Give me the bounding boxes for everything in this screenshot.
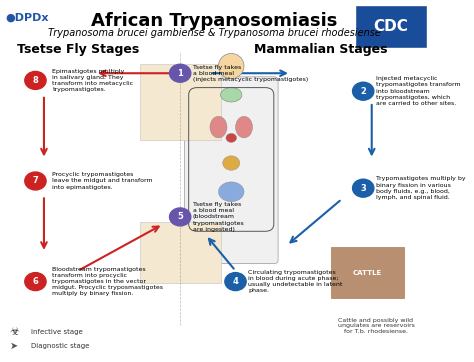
Text: African Trypanosomiasis: African Trypanosomiasis bbox=[91, 12, 337, 30]
Ellipse shape bbox=[223, 156, 240, 170]
Text: 7: 7 bbox=[33, 177, 38, 185]
FancyBboxPatch shape bbox=[140, 222, 220, 283]
Text: Tsetse Fly Stages: Tsetse Fly Stages bbox=[17, 43, 139, 56]
Text: Epimastigotes multiply
in salivary gland. They
transform into metacyclic
trypoma: Epimastigotes multiply in salivary gland… bbox=[53, 69, 134, 92]
Text: 2: 2 bbox=[360, 87, 366, 96]
FancyBboxPatch shape bbox=[140, 64, 220, 140]
Text: Injected metacyclic
trypomastigotes transform
into bloodstream
trypomastigotes, : Injected metacyclic trypomastigotes tran… bbox=[376, 76, 461, 106]
Ellipse shape bbox=[220, 88, 242, 102]
Text: ●DPDx: ●DPDx bbox=[6, 12, 49, 22]
Circle shape bbox=[225, 273, 246, 291]
FancyBboxPatch shape bbox=[331, 248, 404, 298]
Text: Tsetse fly takes
a blood meal
(injects metacyclic trypomastigotes): Tsetse fly takes a blood meal (injects m… bbox=[193, 64, 308, 82]
FancyBboxPatch shape bbox=[184, 77, 278, 264]
Text: Bloodstream trypomastigotes
transform into procyclic
trypomastigotes in the vect: Bloodstream trypomastigotes transform in… bbox=[53, 267, 164, 296]
Text: 8: 8 bbox=[33, 76, 38, 85]
Text: Tsetse fly takes
a blood meal
(bloodstream
trypomastigotes
are ingested): Tsetse fly takes a blood meal (bloodstre… bbox=[193, 202, 245, 232]
Ellipse shape bbox=[210, 116, 227, 138]
Ellipse shape bbox=[219, 54, 244, 79]
Circle shape bbox=[25, 273, 46, 291]
Text: 1: 1 bbox=[177, 69, 183, 78]
Text: Trypanosoma brucei gambiense & Trypanosoma brucei rhodesiense: Trypanosoma brucei gambiense & Trypanoso… bbox=[48, 28, 381, 38]
Text: ➤: ➤ bbox=[10, 341, 18, 351]
Ellipse shape bbox=[219, 182, 244, 202]
Text: Trypomastigotes multiply by
binary fission in various
body fluids, e.g., blood,
: Trypomastigotes multiply by binary fissi… bbox=[376, 176, 465, 200]
Text: Mammalian Stages: Mammalian Stages bbox=[254, 43, 387, 56]
Circle shape bbox=[25, 71, 46, 89]
Text: Cattle and possibly wild
ungulates are reservoirs
for T.b. rhodesiense.: Cattle and possibly wild ungulates are r… bbox=[337, 317, 414, 334]
Circle shape bbox=[170, 208, 191, 226]
Text: 6: 6 bbox=[33, 277, 38, 286]
Text: CATTLE: CATTLE bbox=[353, 270, 382, 275]
Text: 3: 3 bbox=[360, 184, 366, 193]
Text: Procyclic trypomastigotes
leave the midgut and transform
into epimastigotes.: Procyclic trypomastigotes leave the midg… bbox=[53, 172, 153, 190]
Circle shape bbox=[25, 172, 46, 190]
Circle shape bbox=[353, 82, 374, 100]
Text: ☣: ☣ bbox=[10, 327, 20, 337]
Ellipse shape bbox=[236, 116, 253, 138]
Text: Diagnostic stage: Diagnostic stage bbox=[31, 343, 90, 349]
Circle shape bbox=[170, 64, 191, 82]
Text: 5: 5 bbox=[177, 212, 183, 222]
FancyBboxPatch shape bbox=[355, 5, 427, 48]
Text: Infective stage: Infective stage bbox=[31, 329, 83, 335]
Text: 4: 4 bbox=[233, 277, 238, 286]
Text: Circulating trypomastigotes
in blood during acute phase;
usually undetectable in: Circulating trypomastigotes in blood dur… bbox=[248, 270, 343, 293]
Circle shape bbox=[353, 179, 374, 197]
Text: CDC: CDC bbox=[374, 19, 408, 34]
Ellipse shape bbox=[226, 134, 237, 142]
